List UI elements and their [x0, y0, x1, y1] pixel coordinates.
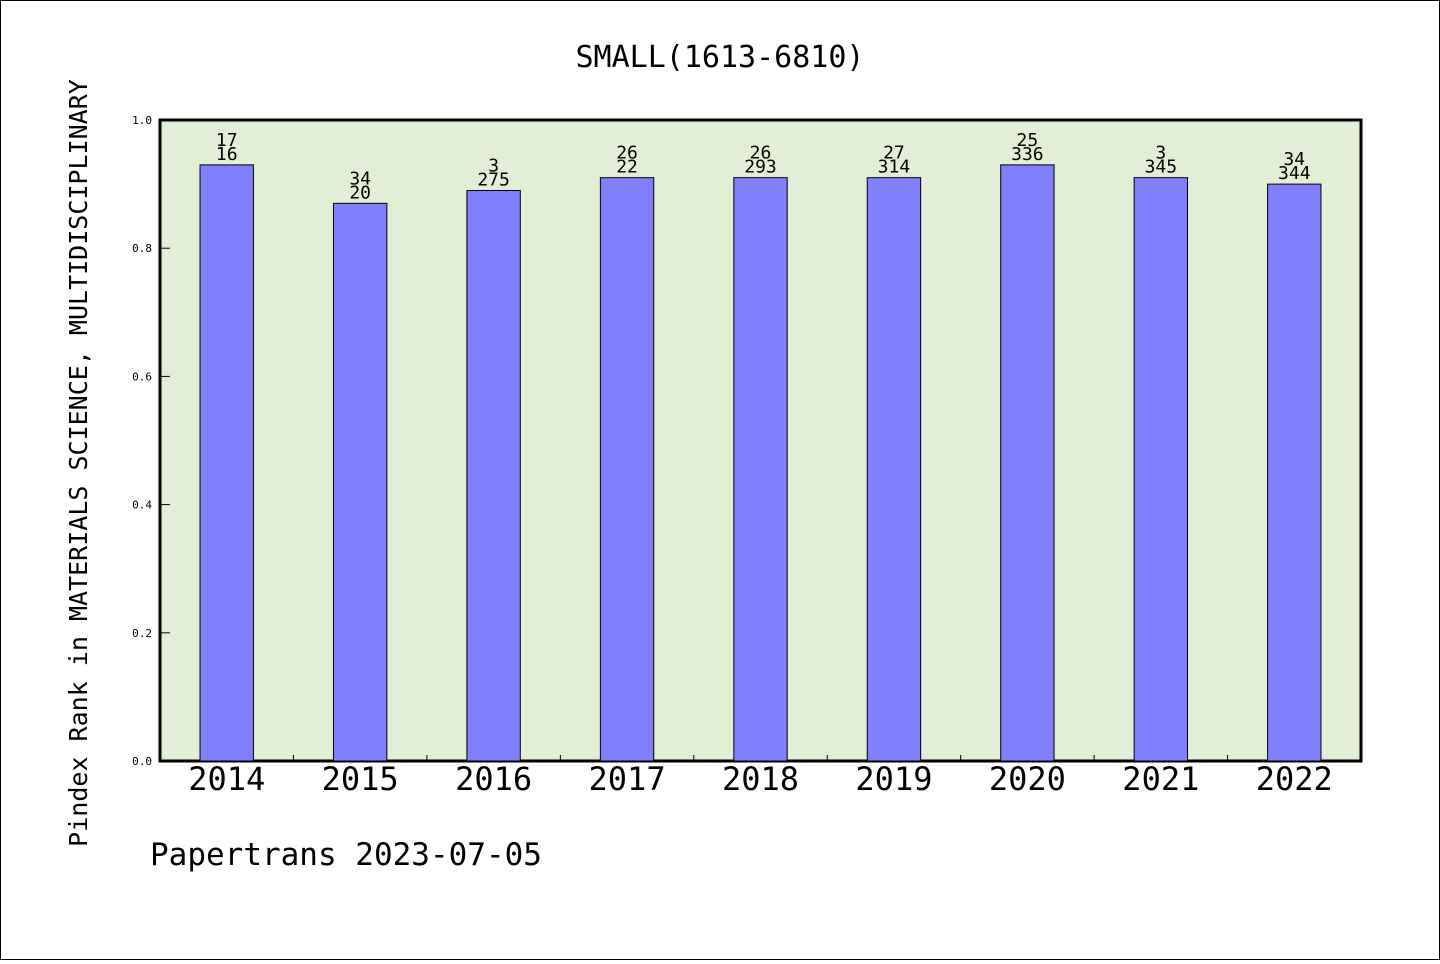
bar-2017	[599, 177, 655, 762]
x-tick-label: 2022	[1256, 760, 1333, 798]
axis-ticks: 0.0 0.2 0.4 0.6 0.8 1.0	[132, 114, 1229, 768]
bar-2019	[866, 177, 922, 762]
y-tick-label: 0.4	[132, 499, 152, 512]
y-axis-label: Pindex Rank in MATERIALS SCIENCE, MULTID…	[64, 79, 93, 847]
bar-label-bottom: 275	[477, 170, 510, 191]
x-tick-label: 2021	[1122, 760, 1199, 798]
bar-label-top: 17	[216, 130, 238, 151]
x-tick-label: 2015	[322, 760, 399, 798]
bar-label-top: 34	[1283, 149, 1305, 170]
x-tick-label: 2014	[188, 760, 265, 798]
bar-label-top: 34	[349, 168, 371, 189]
bar-label-bottom: 22	[616, 157, 638, 178]
bar-label-bottom: 314	[878, 157, 911, 178]
bar-label-top: 26	[750, 143, 772, 164]
bar-2014	[199, 164, 254, 762]
bar-2018	[733, 177, 788, 762]
bar-label-bottom: 16	[216, 144, 238, 165]
chart-title: SMALL(1613-6810)	[576, 40, 865, 75]
bar-label-bottom: 345	[1145, 157, 1178, 178]
x-tick-label: 2016	[455, 760, 532, 798]
bar-label-bottom: 293	[744, 157, 777, 178]
bar-label-top: 25	[1017, 130, 1039, 151]
bar-2022	[1267, 183, 1322, 762]
y-tick-label: 0.6	[132, 370, 152, 383]
y-tick-label: 0.0	[132, 755, 152, 768]
bar-2016	[466, 190, 521, 762]
bar-label-top: 26	[616, 143, 638, 164]
bar-label-top: 3	[488, 156, 499, 177]
bar-label-bottom: 20	[349, 182, 371, 203]
bar-2021	[1133, 177, 1189, 762]
x-tick-label: 2018	[722, 760, 799, 798]
bar-2020	[1000, 164, 1055, 762]
x-tick-label: 2019	[855, 760, 932, 798]
footer-text: Papertrans 2023-07-05	[150, 837, 542, 873]
bar-label-top: 3	[1155, 143, 1166, 164]
bar-labels: 1716201434202015327520162622201726293201…	[188, 130, 1333, 798]
bar-2015	[332, 202, 388, 762]
bars	[199, 164, 1322, 762]
bar-label-top: 27	[883, 143, 905, 164]
x-tick-label: 2017	[589, 760, 666, 798]
bar-label-bottom: 344	[1278, 163, 1311, 184]
x-tick-label: 2020	[989, 760, 1066, 798]
y-tick-label: 1.0	[132, 114, 152, 127]
y-tick-label: 0.8	[132, 242, 152, 255]
y-tick-label: 0.2	[132, 627, 152, 640]
bar-label-bottom: 336	[1011, 144, 1044, 165]
